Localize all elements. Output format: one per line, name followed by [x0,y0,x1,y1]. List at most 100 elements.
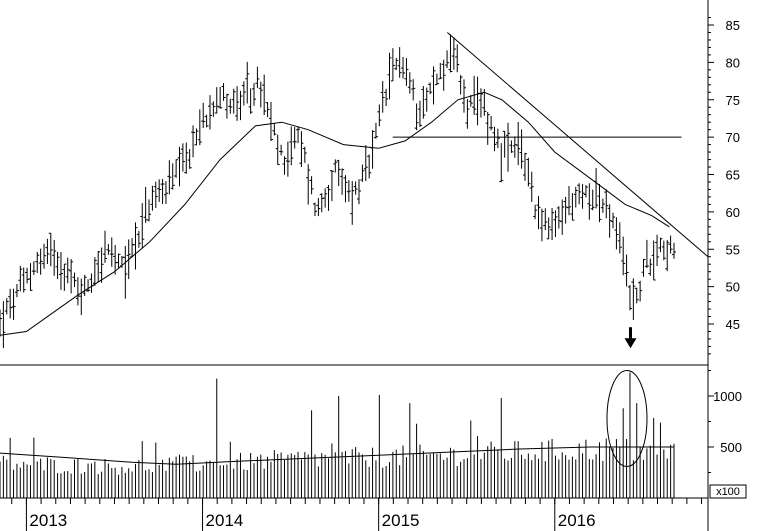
price-bar [306,164,311,205]
price-bar [69,259,74,294]
price-bar [617,222,622,254]
price-bar [519,129,524,169]
price-bar [25,267,30,284]
price-bar [147,199,152,222]
price-bar [160,179,165,204]
price-bar [546,217,551,240]
price-bar [58,252,63,290]
price-bar [570,193,575,221]
price-bar [282,156,287,175]
price-bar [302,146,307,163]
price-bar [397,47,402,78]
price-bar [431,66,436,105]
volume-tick-label: 500 [720,440,742,455]
price-bar [187,149,192,169]
volume-units-box [709,484,747,499]
price-bar [414,103,419,131]
price-bar [140,203,145,249]
price-bar [648,258,653,276]
price-bar [445,50,450,69]
price-bar [224,93,229,119]
price-bar [180,143,185,172]
price-bar [153,181,158,208]
price-bar [661,240,666,261]
price-bar [35,251,40,273]
price-moving-average [0,91,670,336]
price-bar [333,159,338,173]
price-bar [390,48,395,82]
price-bar [624,254,629,287]
price-bar [289,126,294,166]
price-bar [583,185,588,198]
price-bar [163,181,168,205]
price-bar [475,76,480,126]
price-bar [18,265,23,292]
price-bar [319,193,324,213]
price-bar [133,222,138,270]
price-bar [353,181,358,195]
price-bar [8,288,13,319]
year-label: 2013 [29,511,67,530]
volume-units-label: x100 [716,486,740,498]
price-bar [509,140,514,153]
price-bar [641,258,646,277]
price-bar [75,277,80,306]
price-bar [387,52,392,100]
price-bar [655,234,660,267]
price-bar [312,202,317,217]
price-bar [665,240,670,272]
price-bar [560,199,565,235]
price-bar [184,142,189,174]
price-bar [448,34,453,73]
price-tick-label: 70 [726,130,740,145]
price-bar [499,143,504,183]
price-bar [272,123,277,136]
price-bar [326,184,331,211]
price-bar [228,98,233,114]
price-bar [380,81,385,113]
price-bar [604,189,609,219]
volume-tick-label: 1000 [713,389,742,404]
price-bar [55,251,60,280]
volume-spike-ellipse [606,369,648,467]
price-tick-label: 45 [726,317,740,332]
price-bar [296,126,301,144]
price-bar [109,237,114,267]
price-bar [82,274,87,297]
price-bar [451,37,456,70]
price-bar [340,168,345,195]
price-panel [0,32,709,349]
price-bar [573,186,578,208]
price-bar [336,159,341,187]
price-bar [350,181,355,225]
price-bar [201,102,206,129]
price-bar [174,159,179,178]
price-bar [167,160,172,195]
price-bar [492,126,497,152]
price-bar [506,122,511,172]
price-tick-label: 65 [726,168,740,183]
price-bar [99,247,104,283]
price-bar [607,204,612,238]
price-bar [465,99,470,129]
price-tick-label: 80 [726,55,740,70]
price-bar [52,240,57,276]
volume-panel [0,369,675,498]
price-bar [343,175,348,203]
price-bar [441,59,446,91]
price-bar [0,309,2,337]
price-bar [79,278,84,316]
price-bar [627,285,632,311]
price-bar [38,248,43,275]
price-bar [72,272,77,288]
price-bar [214,87,219,114]
price-tick-label: 50 [726,280,740,295]
price-bar [211,101,216,117]
price-tick-label: 75 [726,93,740,108]
price-bar [14,284,19,298]
price-tick-label: 85 [726,18,740,33]
price-bar [587,183,592,220]
price-bar [401,56,406,79]
price-bar [370,130,375,169]
price-bar [309,176,314,195]
